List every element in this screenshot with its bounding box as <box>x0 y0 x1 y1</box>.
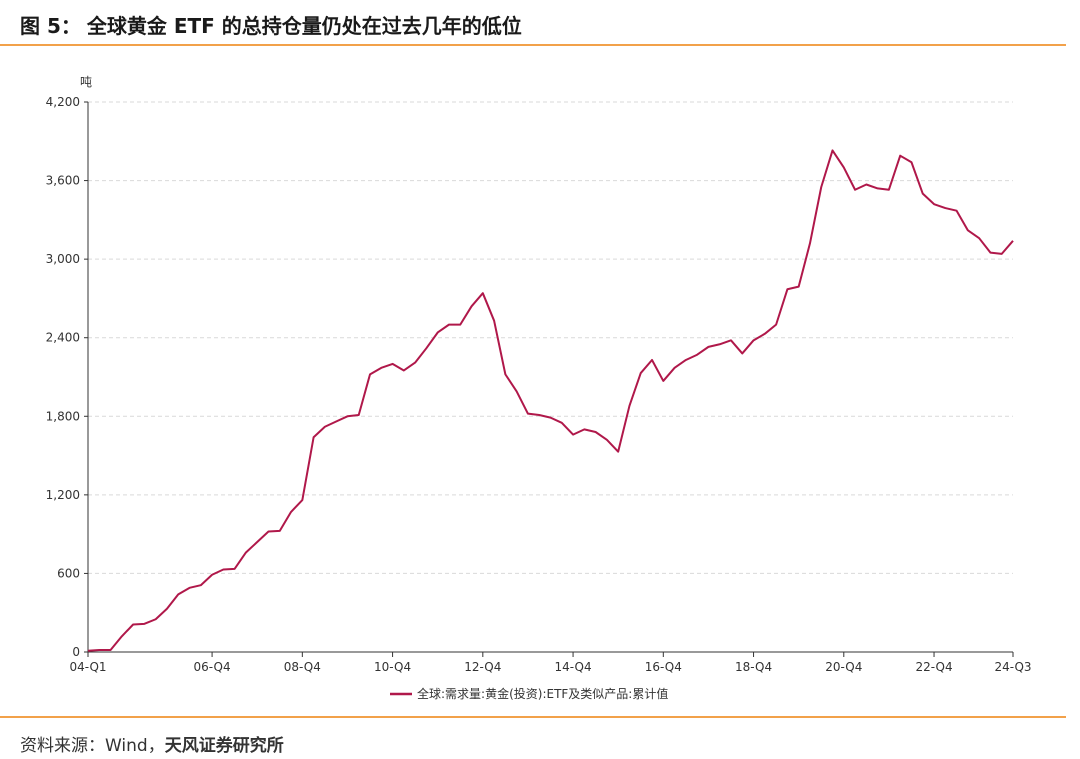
y-tick-label: 1,800 <box>46 409 80 423</box>
y-tick-label: 1,200 <box>46 488 80 502</box>
legend: 全球:需求量:黄金(投资):ETF及类似产品:累计值 <box>390 686 668 701</box>
source-organization: 天风证券研究所 <box>164 736 284 756</box>
x-tick-label: 22-Q4 <box>915 660 952 674</box>
axes: 吨 <box>80 75 1013 653</box>
source-text: Wind， <box>105 736 165 756</box>
x-tick-label: 16-Q4 <box>645 660 682 674</box>
top-accent-rule <box>0 44 1066 46</box>
figure-title: 图 5： 全球黄金 ETF 的总持仓量仍处在过去几年的低位 <box>20 10 522 39</box>
series-group <box>87 149 1014 652</box>
y-tick-label: 2,400 <box>46 331 80 345</box>
x-tick-label: 24-Q3 <box>994 660 1031 674</box>
x-tick-label: 20-Q4 <box>825 660 862 674</box>
figure-label: 图 5： <box>20 14 81 38</box>
y-tick-label: 3,600 <box>46 174 80 188</box>
y-tick-label: 600 <box>57 566 80 580</box>
grid-lines <box>88 101 1013 574</box>
x-tick-label: 12-Q4 <box>464 660 501 674</box>
x-tick-label: 10-Q4 <box>374 660 411 674</box>
x-tick-label: 14-Q4 <box>554 660 591 674</box>
x-tick-group: 04-Q1 06-Q4 08-Q4 10-Q4 12-Q4 14-Q4 16-Q4 18-Q4… <box>69 652 1032 674</box>
y-axis-unit-label: 吨 <box>80 75 92 89</box>
y-tick-label: 0 <box>72 645 80 659</box>
source-note: 资料来源：Wind，天风证券研究所 <box>20 731 284 756</box>
x-tick-label: 06-Q4 <box>194 660 231 674</box>
source-label: 资料来源： <box>20 736 105 756</box>
y-tick-label: 3,000 <box>46 252 80 266</box>
series-line <box>87 149 1014 652</box>
line-chart: 吨 0 600 1,200 1,800 2,400 3,000 3,600 4,200 04-… <box>46 75 1032 701</box>
x-tick-label: 04-Q1 <box>69 660 106 674</box>
y-tick-label: 4,200 <box>46 95 80 109</box>
x-tick-label: 18-Q4 <box>735 660 772 674</box>
figure-title-text: 全球黄金 ETF 的总持仓量仍处在过去几年的低位 <box>86 14 522 38</box>
legend-label: 全球:需求量:黄金(投资):ETF及类似产品:累计值 <box>417 686 668 701</box>
bottom-accent-rule <box>0 716 1066 718</box>
x-tick-label: 08-Q4 <box>284 660 321 674</box>
y-tick-group: 0 600 1,200 1,800 2,400 3,000 3,600 4,200 <box>46 95 88 659</box>
